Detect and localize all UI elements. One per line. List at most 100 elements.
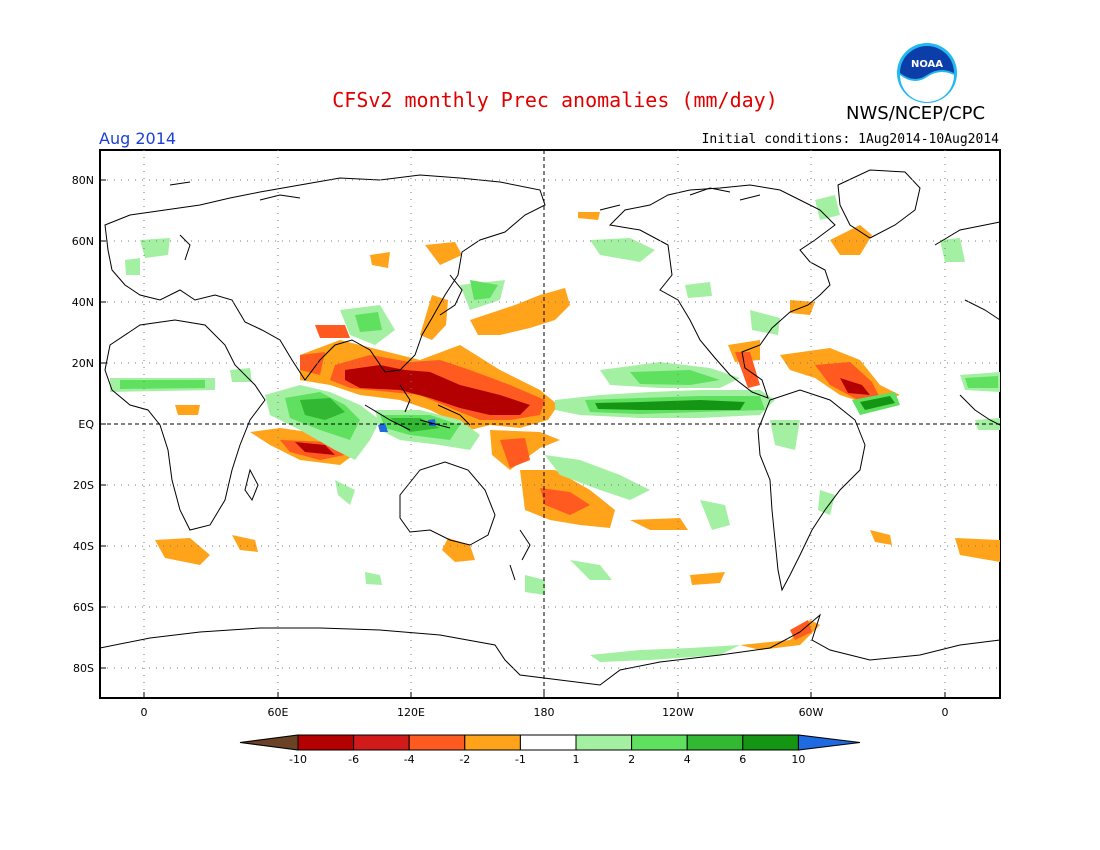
wet-anomaly-patch	[335, 480, 355, 505]
wet-anomaly-patch	[365, 572, 382, 585]
dry-anomaly-patch	[232, 535, 258, 552]
dry-anomaly-core	[790, 620, 812, 640]
coastline-africa	[104, 319, 266, 531]
lon-label: 0	[141, 706, 148, 719]
coastline-eurasia	[104, 174, 546, 381]
initial-conditions-label: Initial conditions: 1Aug2014-10Aug2014	[701, 132, 999, 147]
colorbar-label: 1	[573, 753, 580, 766]
lon-label: 120W	[662, 706, 694, 719]
dry-anomaly-patch	[740, 620, 820, 650]
colorbar-arrow-high	[797, 734, 861, 751]
wet-anomaly-extreme	[378, 423, 388, 432]
lat-label: 80S	[73, 662, 94, 675]
lat-label: EQ	[78, 418, 94, 431]
colorbar-swatch	[297, 734, 355, 751]
colorbar-label: -1	[515, 753, 526, 766]
wet-anomaly-patch	[815, 195, 840, 220]
reference-lines	[100, 150, 1000, 698]
coastline-madagascar	[244, 468, 259, 502]
colorbar-swatch	[519, 734, 577, 751]
dry-anomaly-max	[840, 378, 870, 395]
coastline-greenland	[837, 169, 921, 239]
wet-anomaly-max	[860, 396, 895, 410]
coastline-north-america	[608, 184, 836, 399]
lat-label: 60S	[73, 601, 94, 614]
wet-anomaly-patch	[590, 238, 655, 262]
coastline-antarctica	[99, 613, 1001, 686]
wet-anomaly-patch	[975, 418, 1000, 430]
colorbar-arrow-low	[239, 734, 299, 751]
wet-anomaly-core	[470, 280, 498, 300]
wet-anomaly-core	[630, 370, 720, 385]
lat-label: 20S	[73, 479, 94, 492]
agency-label: NWS/NCEP/CPC	[846, 103, 986, 124]
wet-anomaly-patch	[770, 420, 800, 450]
lat-label: 60N	[72, 235, 94, 248]
colorbar-label: -2	[459, 753, 470, 766]
lon-label: 120E	[397, 706, 425, 719]
wet-anomaly-patch	[700, 500, 730, 530]
dry-anomaly-patch	[175, 405, 200, 415]
colorbar-swatch	[686, 734, 744, 751]
lat-labels: 80N 60N 40N 20N EQ 20S 40S 60S 80S	[72, 174, 95, 675]
colorbar-swatch	[631, 734, 688, 751]
colorbar-label: -4	[404, 753, 415, 766]
dry-anomaly-patch	[690, 572, 725, 585]
wet-anomaly-patch	[818, 490, 835, 515]
wet-anomaly-patch	[230, 368, 252, 382]
wet-anomaly-patch	[140, 238, 170, 258]
dry-anomaly-patch	[578, 212, 600, 220]
dry-anomaly-patch	[370, 252, 390, 268]
colorbar: -10 -6 -4 -2 -1 1 2 4 6 10	[239, 734, 861, 766]
wet-anomaly-patch	[750, 310, 780, 335]
lon-labels: 0 60E 120E 180 120W 60W 0	[141, 706, 949, 719]
colorbar-swatch	[575, 734, 633, 751]
wet-anomaly-max	[300, 398, 345, 420]
coastlines	[99, 169, 1001, 686]
colorbar-swatch	[353, 734, 410, 751]
dry-anomaly-patch	[155, 538, 210, 565]
wet-anomaly-patch	[125, 258, 140, 275]
anomaly-fields	[110, 195, 1000, 662]
wet-anomaly-patch	[590, 645, 740, 662]
dry-anomaly-max	[345, 365, 530, 415]
colorbar-swatch	[408, 734, 466, 751]
coastline-islands	[364, 384, 471, 431]
lat-label: 40S	[73, 540, 94, 553]
dry-anomaly-core	[315, 325, 350, 338]
lon-label: 180	[534, 706, 555, 719]
dry-anomaly-core	[300, 352, 325, 375]
wet-anomaly-patch	[685, 282, 712, 298]
month-label: Aug 2014	[99, 129, 177, 148]
dry-anomaly-patch	[630, 518, 688, 530]
coastline-nz	[509, 529, 531, 581]
dry-anomaly-max	[295, 442, 335, 455]
coastline-japan	[439, 274, 463, 316]
dry-anomaly-patch	[425, 242, 462, 265]
lon-label: 60W	[799, 706, 824, 719]
tick-marks	[100, 179, 946, 698]
colorbar-label: 2	[628, 753, 635, 766]
lat-label: 40N	[72, 296, 94, 309]
wet-anomaly-patch	[545, 455, 650, 500]
lat-label: 80N	[72, 174, 94, 187]
coastline-south-america	[757, 389, 866, 592]
colorbar-swatch	[742, 734, 799, 751]
coastline-arctic-islands	[169, 181, 761, 211]
chart-title: CFSv2 monthly Prec anomalies (mm/day)	[332, 88, 778, 112]
noaa-logo: NOAA	[897, 43, 957, 103]
dry-anomaly-core	[540, 488, 590, 515]
colorbar-label: 10	[791, 753, 805, 766]
coastline-west-africa	[959, 394, 1001, 426]
dry-anomaly-patch	[470, 288, 570, 335]
colorbar-label: 6	[739, 753, 746, 766]
dry-anomaly-patch	[870, 530, 892, 545]
coastline-uk	[179, 234, 191, 261]
wet-anomaly-patch	[940, 238, 965, 262]
wet-anomaly-patch	[525, 575, 545, 595]
wet-anomaly-core	[355, 312, 382, 332]
dry-anomaly-patch	[955, 538, 1000, 562]
wet-anomaly-core	[120, 380, 205, 389]
colorbar-swatch	[464, 734, 521, 751]
